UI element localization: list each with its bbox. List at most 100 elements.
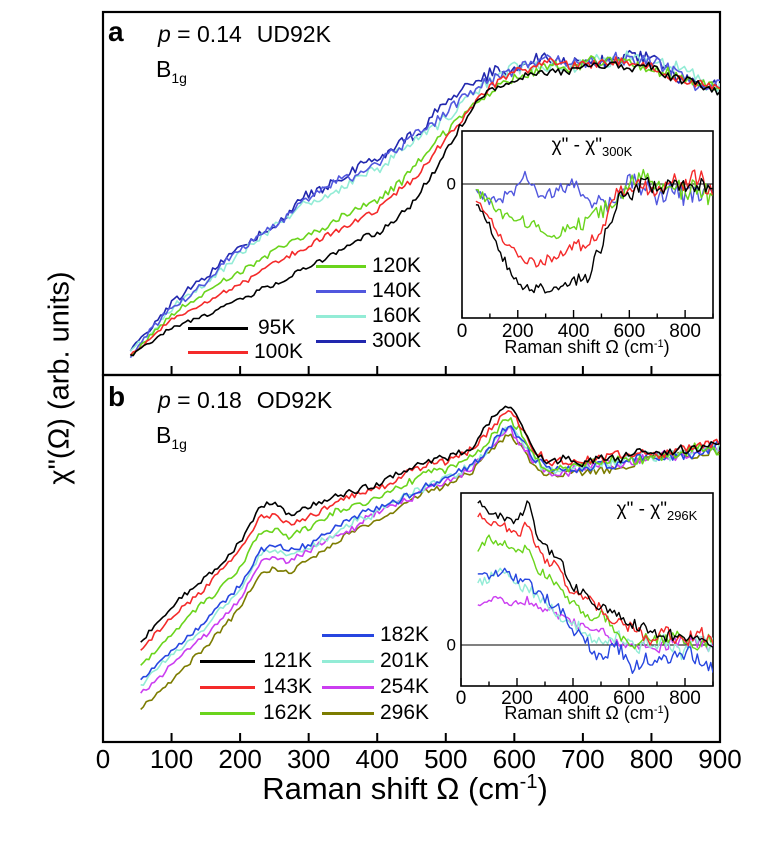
legend-label-121K: 121K xyxy=(263,649,313,672)
curve-100K xyxy=(129,56,720,356)
legend-label-100K: 100K xyxy=(254,340,304,363)
inset-curve-120K-300K xyxy=(475,168,713,240)
panel-a-inset-frame xyxy=(461,130,714,319)
panel-a-doping-symbol: p xyxy=(158,21,171,47)
legend-line-254K xyxy=(322,685,374,689)
inset-b-xlabel: Raman shift Ω (cm-1) xyxy=(504,704,669,722)
panel-b-doping-symbol: p xyxy=(158,387,171,413)
panel-a-title: p = 0.14 UD92K xyxy=(158,23,331,46)
x-axis-label-close: ) xyxy=(537,771,548,806)
legend-label-120K: 120K xyxy=(372,254,422,277)
panel-a-letter: a xyxy=(108,16,124,47)
legend-label-140K: 140K xyxy=(372,279,422,302)
x-tick-label: 800 xyxy=(629,744,674,774)
y-axis-label: χ"(Ω) (arb. units) xyxy=(43,271,76,485)
panel-b-doping-value: = 0.18 xyxy=(170,387,242,413)
inset-a-title-chi: χ" - χ" xyxy=(551,135,602,156)
legend-line-296K xyxy=(322,711,374,715)
x-tick-label: 900 xyxy=(698,744,742,774)
panel-a-inset-x-tick-label: 200 xyxy=(501,321,534,342)
x-axis-label-exponent: -1 xyxy=(519,771,538,793)
legend-line-160K xyxy=(316,314,366,318)
x-tick-label: 0 xyxy=(95,744,111,774)
panel-b-frame xyxy=(101,373,722,744)
panel-a-symmetry-main: B xyxy=(156,56,172,82)
x-tick-label: 300 xyxy=(286,744,331,774)
panel-a-doping-value: = 0.14 xyxy=(170,21,242,47)
inset-b-zero-label: 0 xyxy=(446,635,456,655)
inset-b-xlabel-text: Raman shift Ω (cm xyxy=(504,703,654,723)
panel-b-symmetry: B1g xyxy=(156,422,187,452)
legend-line-121K xyxy=(200,659,255,663)
legend-label-182K: 182K xyxy=(380,623,430,646)
panel-a-inset-x-tick-label: 0 xyxy=(456,321,468,342)
x-axis-label-text: Raman shift Ω (cm xyxy=(262,771,520,806)
panel-b-sample: OD92K xyxy=(256,387,333,413)
legend-label-143K: 143K xyxy=(263,675,313,698)
panel-a-inset-x-tick-label: 400 xyxy=(557,321,590,342)
inset-curve-182K-296K xyxy=(477,567,713,674)
x-tick-label: 400 xyxy=(355,744,399,774)
legend-label-95K: 95K xyxy=(258,316,296,339)
legend-line-300K xyxy=(316,339,366,343)
inset-b-title: χ" - χ"296K xyxy=(617,500,698,522)
panel-b-letter: b xyxy=(108,381,126,412)
inset-a-title-sub: 300K xyxy=(601,144,633,159)
inset-a-xlabel-exponent: -1 xyxy=(653,338,664,350)
panel-b-inset-x-tick-label: 0 xyxy=(455,688,467,709)
inset-a-xlabel: Raman shift Ω (cm-1) xyxy=(504,338,669,356)
legend-label-254K: 254K xyxy=(380,675,430,698)
x-tick-label: 200 xyxy=(218,744,262,774)
x-tick-label: 500 xyxy=(424,744,468,774)
panel-b-symmetry-main: B xyxy=(156,422,172,448)
inset-b-xlabel-close: ) xyxy=(663,703,670,723)
legend-label-162K: 162K xyxy=(263,701,313,724)
curve-254K xyxy=(140,426,720,694)
legend-label-201K: 201K xyxy=(380,649,430,672)
legend-line-140K xyxy=(316,289,366,293)
inset-a-zero-label: 0 xyxy=(446,174,456,194)
curve-160K xyxy=(129,50,720,352)
inset-a-xlabel-close: ) xyxy=(663,337,670,357)
x-tick-label: 100 xyxy=(149,744,194,774)
curve-95K xyxy=(130,61,720,357)
curve-296K xyxy=(140,433,720,710)
inset-b-title-chi: χ" - χ" xyxy=(616,499,667,520)
panel-b-inset-x-tick-label: 800 xyxy=(669,688,701,709)
legend-label-296K: 296K xyxy=(380,701,430,724)
inset-curve-95K-300K xyxy=(475,176,713,294)
legend-line-120K xyxy=(316,264,366,268)
panel-b-inset-x-tick-label: 400 xyxy=(557,688,589,709)
curve-120K xyxy=(129,55,720,357)
panel-a-inset-x-tick-label: 800 xyxy=(669,321,701,342)
legend-line-162K xyxy=(200,711,255,715)
inset-a-xlabel-text: Raman shift Ω (cm xyxy=(504,337,654,357)
panel-a-symmetry: B1g xyxy=(156,56,187,86)
inset-a-title: χ" - χ"300K xyxy=(552,136,633,158)
panel-a-symmetry-sub: 1g xyxy=(171,70,187,86)
inset-b-title-sub: 296K xyxy=(666,508,698,523)
panel-b-title: p = 0.18 OD92K xyxy=(158,389,332,412)
inset-curve-201K-296K xyxy=(477,567,713,661)
curve-182K xyxy=(140,425,720,681)
panel-b-inset-x-tick-label: 200 xyxy=(501,688,533,709)
panel-b-symmetry-sub: 1g xyxy=(171,436,187,452)
legend-line-95K xyxy=(188,326,248,330)
legend-line-201K xyxy=(322,659,374,663)
x-axis-label: Raman shift Ω (cm-1) xyxy=(262,772,548,804)
legend-line-182K xyxy=(322,633,374,637)
inset-curve-100K-300K xyxy=(475,169,713,268)
panel-b-inset-x-tick-label: 600 xyxy=(613,688,645,709)
panel-a-sample: UD92K xyxy=(256,21,331,47)
legend-line-143K xyxy=(200,685,255,689)
inset-curve-140K-300K xyxy=(475,170,713,213)
x-tick-label: 700 xyxy=(561,744,605,774)
curve-121K xyxy=(140,405,720,643)
inset-b-xlabel-exponent: -1 xyxy=(653,704,664,716)
panel-a-inset-x-tick-label: 600 xyxy=(613,321,646,342)
inset-curve-121K-296K xyxy=(477,500,713,648)
legend-label-160K: 160K xyxy=(372,304,422,327)
curve-201K xyxy=(140,424,720,686)
